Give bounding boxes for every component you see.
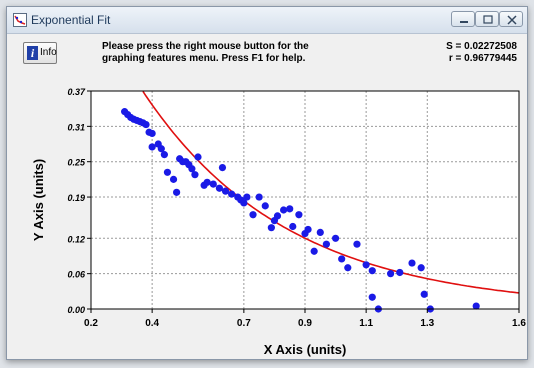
data-point — [387, 270, 395, 278]
fit-curve — [142, 90, 520, 294]
data-point — [249, 211, 257, 219]
app-chart-icon — [13, 13, 27, 27]
data-point — [310, 247, 318, 255]
x-tick-label: 1.1 — [359, 318, 373, 329]
info-icon: i — [27, 46, 38, 60]
data-point — [408, 259, 416, 267]
data-point — [280, 206, 288, 214]
data-point — [240, 199, 248, 207]
data-point — [331, 234, 340, 242]
x-tick-label: 1.6 — [512, 318, 526, 329]
help-message-line1: Please press the right mouse button for … — [102, 41, 309, 52]
y-tick-label: 0.19 — [67, 193, 85, 203]
data-point — [169, 175, 178, 183]
stat-r: r = 0.96779445 — [448, 53, 517, 64]
minimize-icon — [460, 21, 468, 23]
data-point — [420, 290, 428, 298]
data-point — [160, 151, 168, 159]
data-point — [338, 255, 346, 263]
data-point — [322, 240, 330, 248]
data-point — [417, 264, 425, 272]
window-title: Exponential Fit — [31, 13, 111, 27]
y-tick-label: 0.12 — [67, 234, 85, 244]
data-point — [243, 193, 251, 201]
x-axis-label: X Axis (units) — [264, 342, 347, 357]
y-tick-label: 0.00 — [67, 305, 85, 315]
minimize-button[interactable] — [451, 11, 475, 27]
data-point — [255, 193, 263, 201]
x-tick-label: 0.4 — [145, 318, 159, 329]
data-point — [368, 267, 376, 275]
info-button[interactable]: i Info — [23, 42, 57, 64]
y-tick-label: 0.25 — [67, 158, 86, 168]
data-point — [194, 153, 202, 161]
y-tick-label: 0.31 — [67, 122, 85, 132]
data-point — [289, 222, 297, 231]
data-point — [142, 120, 150, 129]
x-tick-label: 0.7 — [237, 318, 251, 329]
maximize-button[interactable] — [475, 11, 499, 27]
data-point — [148, 129, 156, 138]
help-message-line2: graphing features menu. Press F1 for hel… — [102, 53, 306, 64]
data-point — [472, 302, 480, 310]
data-point — [215, 184, 223, 192]
data-point — [221, 187, 230, 195]
fit-statistics: S = 0.02272508 r = 0.96779445 — [446, 41, 517, 65]
data-point — [344, 264, 352, 272]
x-tick-label: 0.2 — [84, 318, 98, 329]
data-point — [191, 171, 199, 179]
data-point — [163, 168, 172, 176]
close-button[interactable] — [499, 11, 523, 27]
y-tick-label: 0.37 — [67, 87, 86, 97]
info-button-label: Info — [40, 47, 57, 58]
data-point — [157, 145, 165, 153]
data-point — [362, 261, 370, 269]
data-point — [353, 240, 361, 248]
data-point — [295, 211, 303, 219]
data-point — [173, 188, 181, 196]
exponential-fit-window: Exponential Fit i Info Please press the … — [6, 6, 528, 360]
stat-s: S = 0.02272508 — [446, 41, 517, 52]
data-point — [267, 224, 275, 232]
data-point — [228, 190, 236, 198]
data-point — [273, 212, 282, 220]
maximize-icon — [483, 15, 493, 24]
data-point — [368, 293, 376, 301]
data-point — [304, 225, 312, 234]
y-tick-label: 0.06 — [67, 270, 86, 280]
data-point — [218, 163, 227, 172]
y-axis-label: Y Axis (units) — [31, 159, 46, 241]
data-point — [203, 178, 211, 186]
data-point — [261, 202, 269, 210]
data-point — [396, 268, 404, 277]
data-point — [188, 165, 196, 173]
data-point — [209, 180, 217, 188]
data-point — [286, 205, 294, 213]
help-message: Please press the right mouse button for … — [102, 41, 309, 65]
x-tick-label: 0.9 — [298, 318, 312, 329]
close-icon — [507, 15, 517, 25]
title-bar[interactable]: Exponential Fit — [7, 7, 527, 34]
x-tick-label: 1.3 — [420, 318, 434, 329]
data-point — [148, 143, 156, 151]
data-point — [316, 228, 324, 237]
